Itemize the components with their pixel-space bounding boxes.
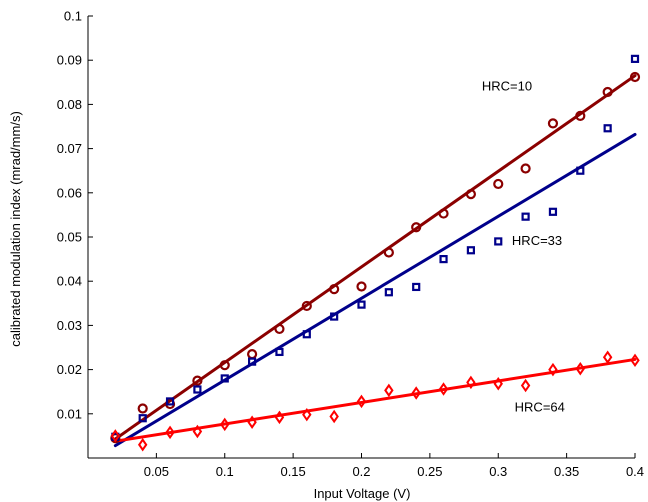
circle-marker [301,300,312,312]
diamond-marker [438,382,449,396]
diamond-marker [110,429,121,443]
square-marker [330,312,339,321]
square-marker [494,237,503,246]
square-marker [466,246,475,255]
square-marker [439,255,448,264]
x-tick-label: 0.2 [352,464,370,479]
diamond-marker [247,415,257,429]
circle-marker [192,375,203,386]
circle-marker [465,189,476,200]
y-tick-label: 0.04 [57,274,82,289]
y-axis-label: calibrated modulation index (mrad/mm/s) [8,111,23,347]
y-tick-label: 0.02 [57,362,82,377]
x-tick-label: 0.35 [554,464,579,479]
square-marker [165,397,175,406]
annotations: HRC=10 HRC=33 HRC=64 [482,78,565,414]
square-marker [357,300,366,309]
diamond-marker [165,425,175,440]
circle-marker [520,163,531,174]
diamond-marker [220,417,230,432]
square-marker [220,374,229,383]
diamond-marker [493,377,503,391]
diamond-fit-line [113,357,637,443]
data-markers [110,54,641,452]
diamond-marker [548,362,558,377]
square-marker [138,414,147,423]
diamond-marker [602,350,613,364]
diamond-marker [466,375,476,390]
x-tick-label: 0.05 [144,464,169,479]
annotation-label: HRC=10 [482,78,532,93]
diamond-marker [302,407,312,422]
circle-marker [247,349,258,360]
x-tick-label: 0.1 [216,464,234,479]
circle-marker [383,247,394,258]
x-tick-label: 0.25 [417,464,442,479]
diamond-marker [411,386,421,400]
circle-marker [438,208,449,219]
x-axis-label: Input Voltage (V) [314,486,411,501]
circle-marker [274,323,285,335]
diamond-marker [356,394,367,409]
axis-ticks: 0.05 0.1 0.15 0.2 0.25 0.3 0.35 0.4 0.01 0.02 0.03… [57,9,644,480]
square-marker [275,347,284,357]
square-marker [248,357,257,366]
y-tick-label: 0.1 [64,9,82,24]
annotation-label: HRC=64 [515,400,565,415]
square-marker [548,207,558,216]
circle-marker [219,360,230,371]
fit-lines [113,74,637,448]
square-marker [576,166,585,175]
circle-fit-line [113,74,637,441]
annotation-label: HRC=33 [512,233,562,248]
circle-marker [629,71,641,83]
y-tick-label: 0.05 [57,230,82,245]
square-marker [603,124,612,133]
diamond-marker [192,424,203,439]
diamond-marker [329,409,339,424]
y-tick-label: 0.06 [57,185,82,200]
x-tick-label: 0.15 [280,464,305,479]
square-fit-line [113,132,637,448]
square-marker [384,288,393,297]
circle-marker [602,86,613,98]
square-marker [193,385,202,394]
square-marker [412,282,421,292]
diamond-marker [384,383,394,398]
circle-marker [575,110,586,121]
circle-marker [137,403,148,414]
circle-marker [356,281,367,292]
circle-marker [547,118,559,129]
diamond-marker [520,378,531,393]
diamond-marker [274,410,285,425]
y-tick-label: 0.03 [57,318,82,333]
circle-marker [329,284,340,295]
square-marker [521,212,530,221]
square-marker [630,54,640,63]
diamond-marker [137,437,148,452]
y-tick-label: 0.01 [57,406,82,421]
circle-marker [493,178,504,190]
y-tick-label: 0.08 [57,97,82,112]
y-tick-label: 0.09 [57,53,82,68]
x-tick-label: 0.3 [489,464,507,479]
x-tick-label: 0.4 [626,464,644,479]
square-marker [302,330,311,339]
y-tick-label: 0.07 [57,141,82,156]
circle-marker [411,222,422,233]
diamond-marker [575,361,586,376]
diamond-marker [630,353,640,368]
